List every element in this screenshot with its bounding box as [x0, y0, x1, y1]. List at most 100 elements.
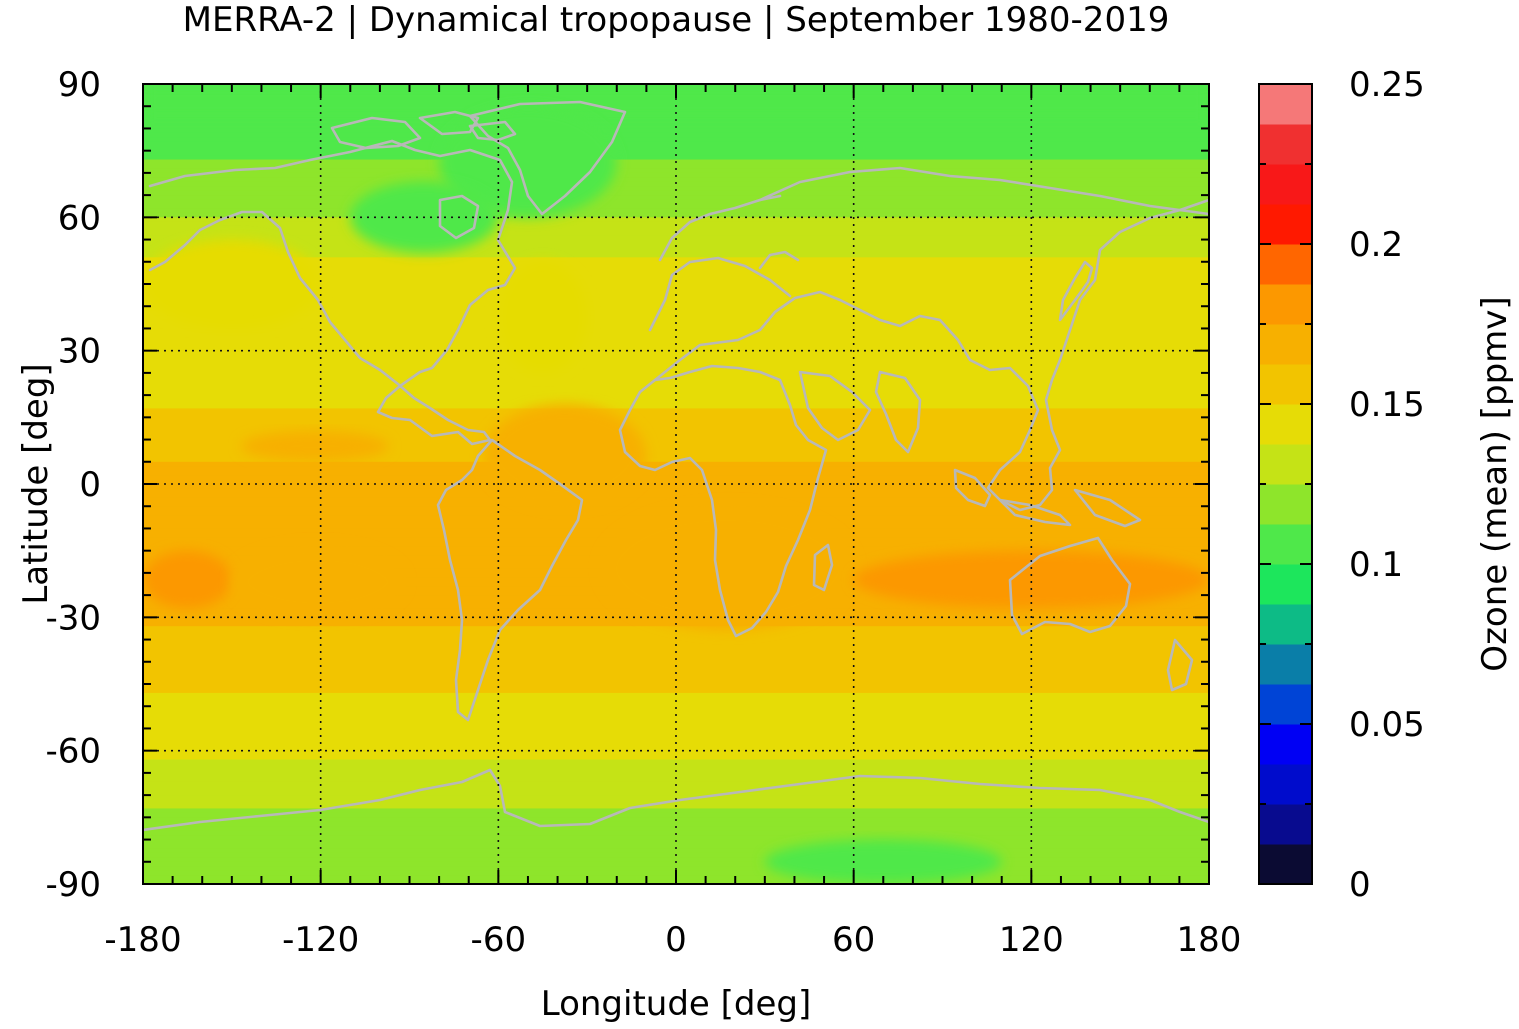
y-tick-label: 90: [58, 65, 101, 105]
ozone-band-cell: [143, 217, 1209, 223]
y-tick-label: -30: [45, 598, 101, 638]
y-tick-label: 30: [58, 332, 101, 372]
ozone-band-cell: [143, 386, 1209, 392]
ozone-band-cell: [143, 297, 1209, 303]
colorbar-swatch: [1259, 564, 1312, 605]
ozone-band-cell: [143, 470, 1209, 476]
ozone-band-cell: [143, 692, 1209, 698]
ozone-band-cell: [143, 310, 1209, 316]
colorbar-label: Ozone (mean) [ppmv]: [1475, 296, 1515, 671]
x-tick-label: 0: [665, 920, 687, 960]
ozone-band-cell: [143, 697, 1209, 703]
ozone-band-cell: [143, 412, 1209, 418]
ozone-region-south-pacific-band: [231, 546, 404, 618]
colorbar-swatch: [1259, 84, 1312, 125]
ozone-band-cell: [143, 408, 1209, 414]
y-axis-label: Latitude [deg]: [16, 363, 56, 604]
ozone-band-cell: [143, 368, 1209, 374]
colorbar-swatch: [1259, 524, 1312, 565]
colorbar-tick-labels: 0 0.05 0.1 0.15 0.2 0.25: [1349, 65, 1425, 905]
colorbar-tick-label: 0: [1349, 865, 1371, 905]
y-axis-tick-labels: -90 -60 -30 0 30 60 90: [45, 65, 101, 905]
colorbar-ticks: [1259, 83, 1312, 885]
x-tick-label: 180: [1177, 920, 1242, 960]
colorbar-tick-label: 0.15: [1349, 385, 1425, 425]
ozone-band-cell: [143, 248, 1209, 254]
colorbar-swatch: [1259, 404, 1312, 445]
ozone-band-cell: [143, 675, 1209, 681]
colorbar-swatch: [1259, 284, 1312, 325]
ozone-band-cell: [143, 737, 1209, 743]
ozone-band-cell: [143, 337, 1209, 343]
y-tick-label: 0: [79, 465, 101, 505]
ozone-band-cell: [143, 688, 1209, 694]
ozone-band-cell: [143, 350, 1209, 356]
ozone-band-cell: [143, 764, 1209, 770]
ozone-band-cell: [143, 235, 1209, 241]
ozone-band-cell: [143, 119, 1209, 125]
ozone-band-cell: [143, 128, 1209, 134]
colorbar-swatch: [1259, 124, 1312, 165]
ozone-band-cell: [143, 461, 1209, 467]
ozone-band-cell: [143, 204, 1209, 210]
ozone-band-cell: [143, 395, 1209, 401]
chart-title: MERRA-2 | Dynamical tropopause | Septemb…: [183, 0, 1170, 40]
ozone-band-cell: [143, 190, 1209, 196]
ozone-band-cell: [143, 266, 1209, 272]
ozone-band-cell: [143, 186, 1209, 192]
colorbar-swatch: [1259, 484, 1312, 525]
y-tick-label: 60: [58, 198, 101, 238]
ozone-band-cell: [143, 212, 1209, 218]
ozone-band-cell: [143, 750, 1209, 756]
coastlines: [143, 100, 1209, 832]
ozone-band-cell: [143, 150, 1209, 156]
map-plot-area: [143, 84, 1209, 884]
grid-lines: [143, 84, 1209, 884]
colorbar-tick-label: 0.25: [1349, 65, 1425, 105]
x-tick-label: 60: [832, 920, 875, 960]
x-axis-label: Longitude [deg]: [541, 984, 812, 1024]
ozone-band-cell: [143, 746, 1209, 752]
colorbar-swatch: [1259, 604, 1312, 645]
ozone-band-cell: [143, 315, 1209, 321]
ozone-band-cell: [143, 808, 1209, 814]
colorbar-tick-label: 0.2: [1349, 225, 1403, 265]
ozone-band-cell: [143, 324, 1209, 330]
ozone-band-cell: [143, 724, 1209, 730]
ozone-region-antarctic-low: [764, 839, 1002, 884]
colorbar-swatch: [1259, 364, 1312, 405]
colorbar-swatch: [1259, 764, 1312, 805]
x-tick-label: 120: [999, 920, 1064, 960]
colorbar-swatch: [1259, 644, 1312, 685]
ozone-band-cell: [143, 261, 1209, 267]
ozone-band-cell: [143, 332, 1209, 338]
ozone-band-cell: [143, 448, 1209, 454]
ozone-band-cell: [143, 279, 1209, 285]
ozone-band-cell: [143, 168, 1209, 174]
ozone-band-cell: [143, 141, 1209, 147]
ozone-band-cell: [143, 288, 1209, 294]
x-tick-label: -120: [282, 920, 359, 960]
ozone-region-north-pacific-enhancement: [143, 239, 321, 329]
ozone-band-cell: [143, 790, 1209, 796]
ozone-band-cell: [143, 644, 1209, 650]
ozone-band-cell: [143, 648, 1209, 654]
colorbar-swatch: [1259, 844, 1312, 885]
colorbar-swatch: [1259, 684, 1312, 725]
ozone-band-cell: [143, 164, 1209, 170]
ozone-band-cell: [143, 652, 1209, 658]
y-tick-label: -90: [45, 865, 101, 905]
ozone-band-cell: [143, 301, 1209, 307]
colorbar-tick-label: 0.1: [1349, 545, 1403, 585]
ozone-band-cell: [143, 252, 1209, 258]
ozone-band-cell: [143, 777, 1209, 783]
ozone-band-cell: [143, 630, 1209, 636]
ozone-region-south-atlantic-africa-maximum: [601, 506, 854, 631]
colorbar-swatch: [1259, 164, 1312, 205]
ozone-band-cell: [143, 346, 1209, 352]
ozone-band-cell: [143, 435, 1209, 441]
x-tick-label: -60: [471, 920, 527, 960]
ozone-band-cell: [143, 466, 1209, 472]
ozone-band-cell: [143, 132, 1209, 138]
